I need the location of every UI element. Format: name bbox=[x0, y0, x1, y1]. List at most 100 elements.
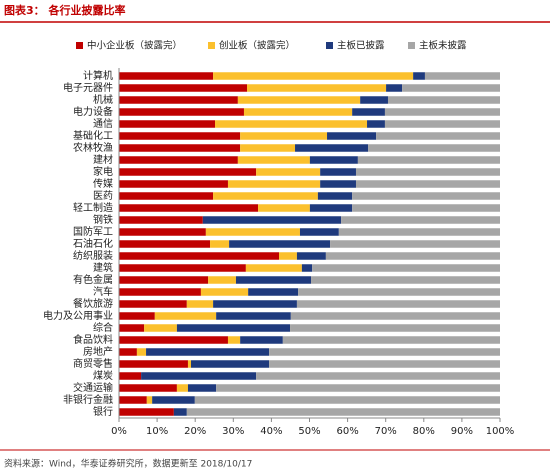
bar-segment bbox=[269, 348, 500, 356]
bar-segment bbox=[352, 108, 385, 116]
bar-segment bbox=[119, 96, 238, 104]
legend-label: 主板未披露 bbox=[419, 40, 467, 52]
bar-segment bbox=[317, 192, 353, 200]
y-tick-label: 基础化工 bbox=[73, 129, 113, 142]
bar-segment bbox=[119, 408, 174, 416]
legend-label: 中小企业板（披露完） bbox=[87, 40, 182, 52]
bar-segment bbox=[235, 276, 312, 284]
bar-segment bbox=[229, 240, 331, 248]
y-tick-label: 银行 bbox=[93, 405, 113, 418]
x-tick-label: 30% bbox=[222, 426, 244, 437]
y-tick-label: 煤炭 bbox=[93, 369, 113, 382]
y-tick-label: 计算机 bbox=[83, 69, 113, 82]
bar-segment bbox=[119, 168, 257, 176]
bar-segment bbox=[301, 264, 313, 272]
bar-segment bbox=[367, 120, 385, 128]
y-tick-label: 建材 bbox=[93, 153, 113, 166]
bar-segment bbox=[215, 120, 368, 128]
bar-segment bbox=[290, 324, 500, 332]
bar-segment bbox=[200, 288, 249, 296]
bar-segment bbox=[119, 336, 228, 344]
bar-segment bbox=[119, 312, 155, 320]
y-tick-label: 房地产 bbox=[83, 345, 113, 358]
bar-segment bbox=[240, 132, 328, 140]
y-tick-label: 医药 bbox=[93, 190, 113, 202]
bar-segment bbox=[119, 228, 206, 236]
bar-segment bbox=[355, 180, 500, 188]
bar-segment bbox=[119, 84, 248, 92]
bar-segment bbox=[119, 264, 246, 272]
bar-segment bbox=[141, 372, 257, 380]
bar-segment bbox=[384, 108, 500, 116]
bar-segment bbox=[119, 204, 259, 212]
x-tick-label: 50% bbox=[298, 426, 320, 437]
x-tick-label: 20% bbox=[184, 426, 206, 437]
bar-segment bbox=[186, 408, 500, 416]
y-tick-label: 有色金属 bbox=[73, 273, 113, 286]
bar-segment bbox=[237, 96, 361, 104]
bar-segment bbox=[119, 216, 203, 224]
bar-segment bbox=[402, 84, 500, 92]
bar-segment bbox=[146, 396, 153, 404]
bar-segment bbox=[355, 168, 500, 176]
legend-swatch bbox=[408, 42, 415, 49]
y-tick-label: 农林牧渔 bbox=[73, 141, 113, 154]
legend-label: 创业板（披露完） bbox=[219, 40, 295, 52]
bar-segment bbox=[309, 204, 353, 212]
legend-swatch bbox=[76, 42, 83, 49]
bar-segment bbox=[245, 264, 302, 272]
bar-segment bbox=[360, 96, 388, 104]
chart-title: 图表3： 各行业披露比率 bbox=[4, 3, 125, 17]
y-tick-label: 电力及公用事业 bbox=[43, 309, 113, 322]
bar-segment bbox=[258, 204, 310, 212]
x-tick-label: 100% bbox=[486, 426, 515, 437]
bar-segment bbox=[176, 324, 291, 332]
bar-segment bbox=[119, 120, 216, 128]
y-tick-label: 非银行金融 bbox=[63, 393, 113, 406]
x-tick-label: 60% bbox=[336, 426, 358, 437]
bar-segment bbox=[247, 84, 387, 92]
bar-segment bbox=[119, 156, 238, 164]
bar-segment bbox=[387, 96, 500, 104]
y-tick-label: 餐饮旅游 bbox=[73, 297, 113, 310]
x-tick-label: 90% bbox=[451, 426, 473, 437]
bar-segment bbox=[341, 216, 500, 224]
y-tick-label: 纺织服装 bbox=[73, 249, 113, 262]
bar-segment bbox=[119, 360, 188, 368]
bar-segment bbox=[256, 168, 321, 176]
bar-segment bbox=[376, 132, 500, 140]
bar-segment bbox=[119, 372, 142, 380]
bar-segment bbox=[119, 396, 147, 404]
bar-segment bbox=[282, 336, 500, 344]
y-tick-label: 轻工制造 bbox=[73, 201, 113, 214]
bar-segment bbox=[312, 264, 500, 272]
bar-segment bbox=[176, 384, 188, 392]
bar-segment bbox=[213, 300, 297, 308]
y-tick-label: 石油石化 bbox=[73, 237, 113, 250]
bar-segment bbox=[187, 384, 217, 392]
y-tick-label: 食品饮料 bbox=[73, 333, 113, 346]
bar-segment bbox=[290, 312, 500, 320]
legend-swatch bbox=[208, 42, 215, 49]
bar-segment bbox=[173, 408, 187, 416]
bar-segment bbox=[413, 72, 425, 80]
y-tick-label: 交通运输 bbox=[73, 381, 113, 394]
bar-segment bbox=[296, 300, 500, 308]
y-tick-label: 钢铁 bbox=[93, 213, 113, 226]
y-tick-label: 汽车 bbox=[93, 285, 113, 298]
bar-segment bbox=[269, 360, 500, 368]
y-tick-label: 机械 bbox=[93, 93, 113, 106]
bar-segment bbox=[299, 228, 339, 236]
bar-segment bbox=[213, 192, 318, 200]
bar-segment bbox=[384, 120, 500, 128]
bar-segment bbox=[119, 252, 280, 260]
bar-segment bbox=[119, 144, 241, 152]
bar-segment bbox=[227, 180, 321, 188]
bar-segment bbox=[119, 300, 187, 308]
bar-segment bbox=[119, 348, 137, 356]
bar-segment bbox=[186, 300, 214, 308]
bar-segment bbox=[213, 72, 414, 80]
y-tick-label: 电力设备 bbox=[73, 105, 113, 118]
bar-segment bbox=[146, 348, 270, 356]
